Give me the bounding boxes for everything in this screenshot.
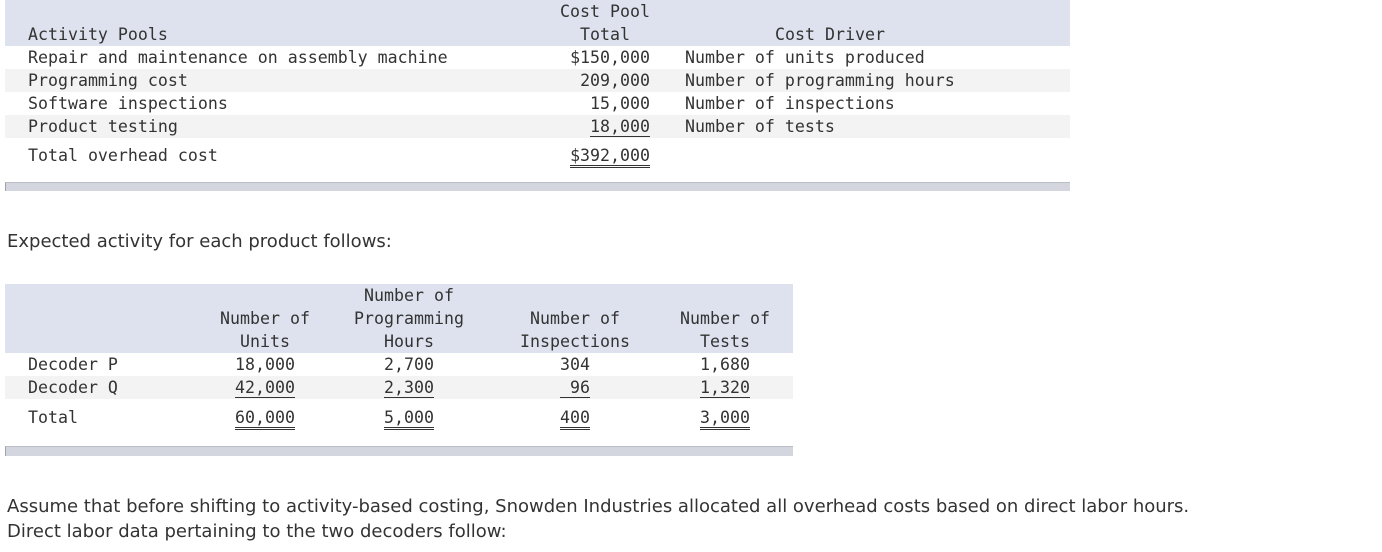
prog-hours-value: 2,700 — [384, 355, 434, 374]
closing-text-line2: Direct labor data pertaining to the two … — [7, 521, 507, 542]
total-label: Total — [28, 408, 78, 427]
header-inspections-l2: Inspections — [520, 332, 630, 351]
header-prog-l3: Hours — [384, 332, 434, 351]
pool-label: Product testing — [28, 117, 178, 136]
header-activity-pools: Activity Pools — [28, 25, 168, 44]
total-overhead-amount: $392,000 — [570, 146, 650, 168]
table-header-band — [5, 0, 1070, 46]
closing-text: Assume that before shifting to activity-… — [7, 494, 1382, 544]
total-overhead-value: $392,000 — [553, 144, 650, 168]
tests-total: 3,000 — [685, 406, 765, 430]
inspections-total: 400 — [540, 406, 610, 430]
pool-total: $150,000 — [570, 48, 650, 67]
units-value: 18,000 — [235, 355, 295, 374]
tests-value: 1,320 — [685, 376, 765, 399]
pool-total-value: 18,000 — [590, 117, 650, 137]
pool-label: Programming cost — [28, 71, 188, 90]
prog-hours-value-text: 2,300 — [384, 378, 434, 398]
header-prog-l1: Number of — [364, 286, 454, 305]
units-total: 60,000 — [210, 406, 320, 430]
header-inspections-l1: Number of — [530, 309, 620, 328]
inspections-value: 304 — [560, 355, 590, 374]
header-tests-l2: Tests — [700, 332, 750, 351]
pool-driver: Number of programming hours — [685, 71, 955, 90]
units-value-text: 42,000 — [235, 378, 295, 398]
header-total: Total — [580, 25, 630, 44]
product-label: Decoder P — [28, 355, 118, 374]
prog-hours-total-text: 5,000 — [384, 408, 434, 430]
inspections-value-text: 96 — [560, 378, 590, 398]
prog-hours-total: 5,000 — [353, 406, 465, 430]
row-stripe — [5, 115, 1070, 138]
pool-total: 15,000 — [590, 94, 650, 113]
product-label: Decoder Q — [28, 378, 118, 397]
pool-driver: Number of units produced — [685, 48, 925, 67]
header-prog-l2: Programming — [354, 309, 464, 328]
activity-table: Number of Units Number of Programming Ho… — [5, 284, 793, 457]
pool-label: Software inspections — [28, 94, 228, 113]
pool-label: Repair and maintenance on assembly machi… — [28, 48, 448, 67]
header-units-l2: Units — [240, 332, 290, 351]
table-footer-bar — [5, 446, 793, 456]
pool-total: 18,000 — [553, 115, 650, 138]
cost-pool-table: Cost Pool Activity Pools Total Cost Driv… — [5, 0, 1070, 191]
tests-value-text: 1,320 — [700, 378, 750, 398]
inspections-value: 96 — [540, 376, 610, 399]
total-overhead-label: Total overhead cost — [28, 146, 218, 165]
table-footer-bar — [5, 182, 1070, 191]
tests-value: 1,680 — [700, 355, 750, 374]
table-header-band — [5, 284, 793, 353]
header-units-l1: Number of — [220, 309, 310, 328]
units-total-text: 60,000 — [235, 408, 295, 430]
pool-driver: Number of inspections — [685, 94, 895, 113]
header-cost-driver: Cost Driver — [775, 25, 885, 44]
row-stripe — [5, 69, 1070, 92]
closing-text-line1: Assume that before shifting to activity-… — [7, 496, 1190, 517]
header-tests-l1: Number of — [680, 309, 770, 328]
pool-driver: Number of tests — [685, 117, 835, 136]
intro-text: Expected activity for each product follo… — [7, 231, 392, 252]
tests-total-text: 3,000 — [700, 408, 750, 430]
units-value: 42,000 — [210, 376, 320, 399]
prog-hours-value: 2,300 — [353, 376, 465, 399]
header-cost-pool: Cost Pool — [560, 2, 650, 21]
inspections-total-text: 400 — [560, 408, 590, 430]
pool-total: 209,000 — [580, 71, 650, 90]
row-stripe — [5, 376, 793, 399]
